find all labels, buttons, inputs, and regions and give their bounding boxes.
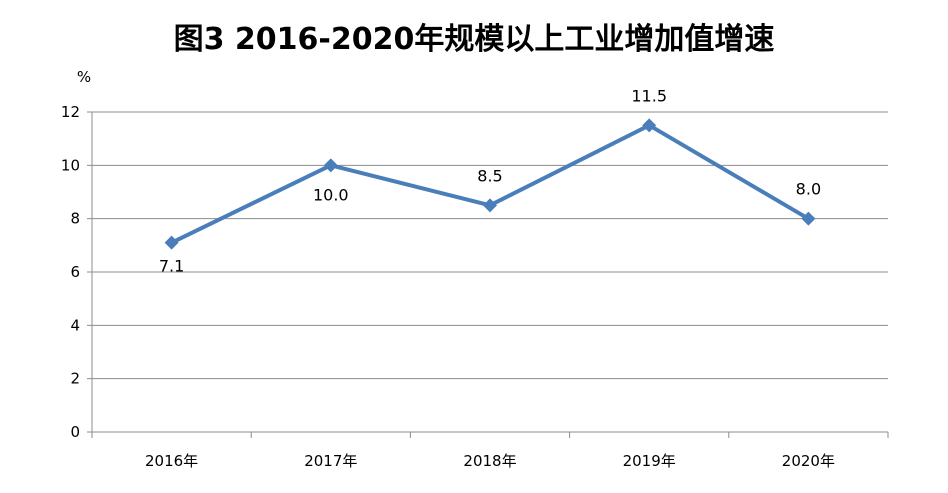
x-tick-label: 2017年 [304,452,357,470]
data-label: 11.5 [631,86,667,105]
axes: 0 2 4 6 8 10 12% 2016年 2017年 2018年 2019年 2020年 [61,68,889,470]
series [164,118,816,250]
y-tick-label: 4 [70,316,80,334]
y-tick-label: 8 [70,210,80,228]
data-point-marker [483,198,497,213]
data-point-marker [642,118,657,133]
y-tick-label: 6 [70,263,80,281]
data-label: 7.1 [159,257,184,276]
data-point-marker [164,235,179,250]
data-labels: 7.1 10.0 8.5 11.5 8.0 [159,86,821,275]
y-axis-unit: % [77,68,91,86]
x-tick-label: 2019年 [623,452,676,470]
data-point-marker [801,211,816,226]
x-tick-label: 2020年 [782,452,835,470]
chart-title: 图3 2016-2020年规模以上工业增加值增速 [173,22,775,57]
y-tick-label: 2 [70,370,80,388]
x-tick-label: 2016年 [145,452,198,470]
y-tick-label: 10 [61,156,80,174]
gridlines [92,111,888,380]
data-label: 8.5 [477,166,502,185]
data-label: 10.0 [313,185,349,204]
data-point-marker [323,158,338,173]
y-tick-label: 12 [61,103,80,121]
y-tick-label: 0 [70,423,80,441]
data-label: 8.0 [796,180,821,199]
x-tick-label: 2018年 [463,452,516,470]
